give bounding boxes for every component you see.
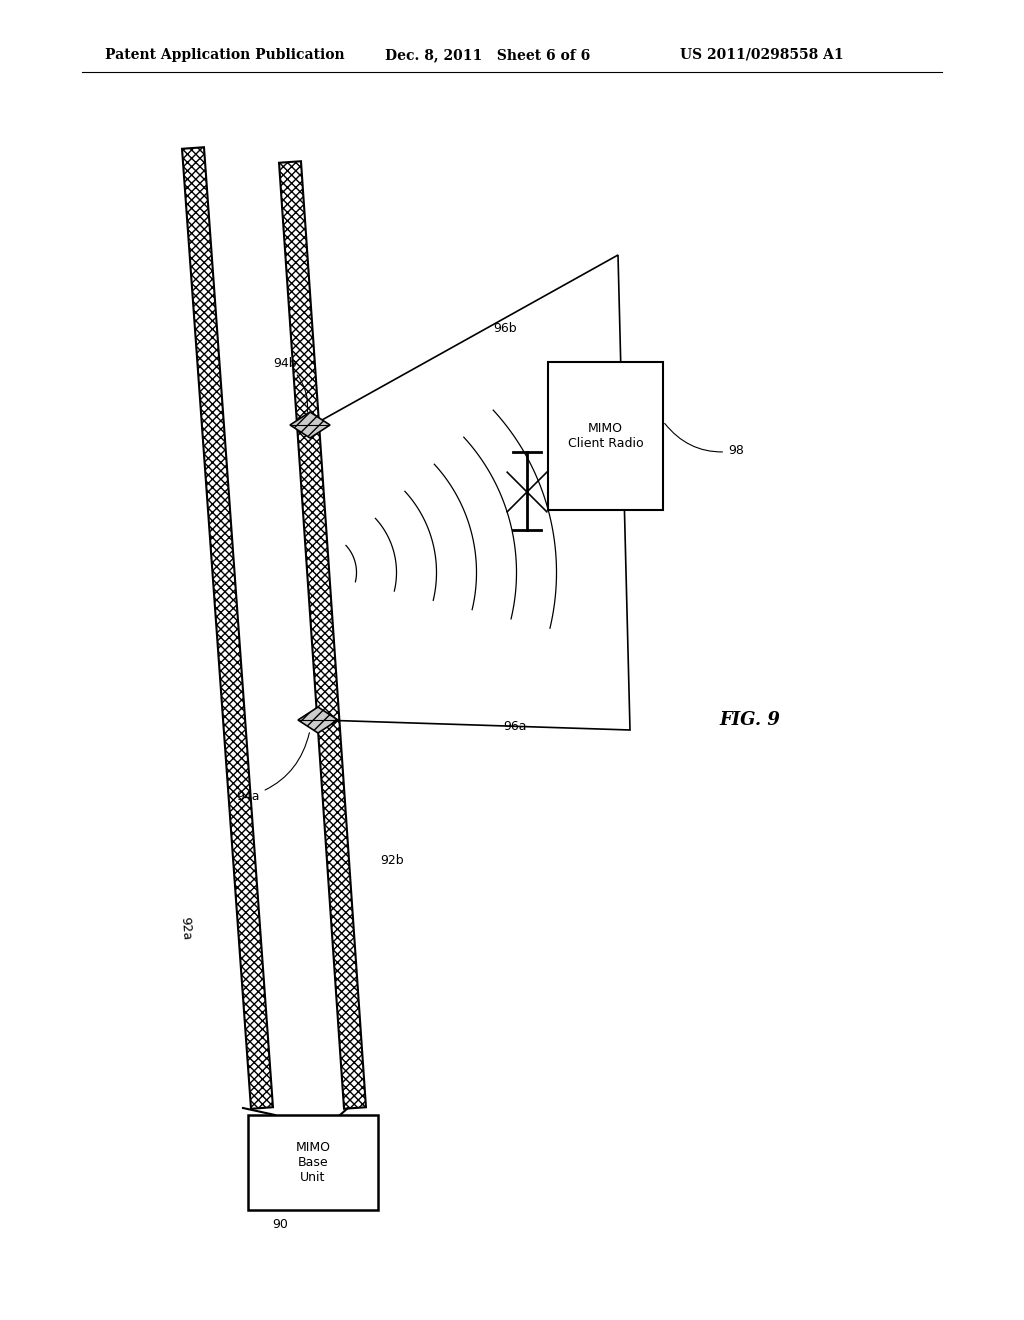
- Text: 92a: 92a: [178, 916, 193, 940]
- Text: 98: 98: [665, 424, 743, 457]
- Text: 92b: 92b: [380, 854, 403, 866]
- Text: 94b: 94b: [273, 356, 307, 412]
- Bar: [548, 362, 663, 510]
- Text: 90: 90: [272, 1218, 288, 1232]
- Polygon shape: [298, 708, 338, 733]
- Text: US 2011/0298558 A1: US 2011/0298558 A1: [680, 48, 844, 62]
- Text: 96b: 96b: [494, 322, 517, 335]
- Text: Dec. 8, 2011   Sheet 6 of 6: Dec. 8, 2011 Sheet 6 of 6: [385, 48, 590, 62]
- Text: MIMO
Client Radio: MIMO Client Radio: [567, 422, 643, 450]
- Bar: [248, 1115, 378, 1210]
- Text: Patent Application Publication: Patent Application Publication: [105, 48, 345, 62]
- Text: 94a: 94a: [237, 733, 309, 803]
- Text: MIMO
Base
Unit: MIMO Base Unit: [296, 1140, 331, 1184]
- Polygon shape: [279, 161, 366, 1109]
- Polygon shape: [313, 255, 630, 730]
- Polygon shape: [182, 148, 273, 1109]
- Text: FIG. 9: FIG. 9: [720, 711, 780, 729]
- Polygon shape: [290, 412, 330, 438]
- Text: 96a: 96a: [503, 719, 526, 733]
